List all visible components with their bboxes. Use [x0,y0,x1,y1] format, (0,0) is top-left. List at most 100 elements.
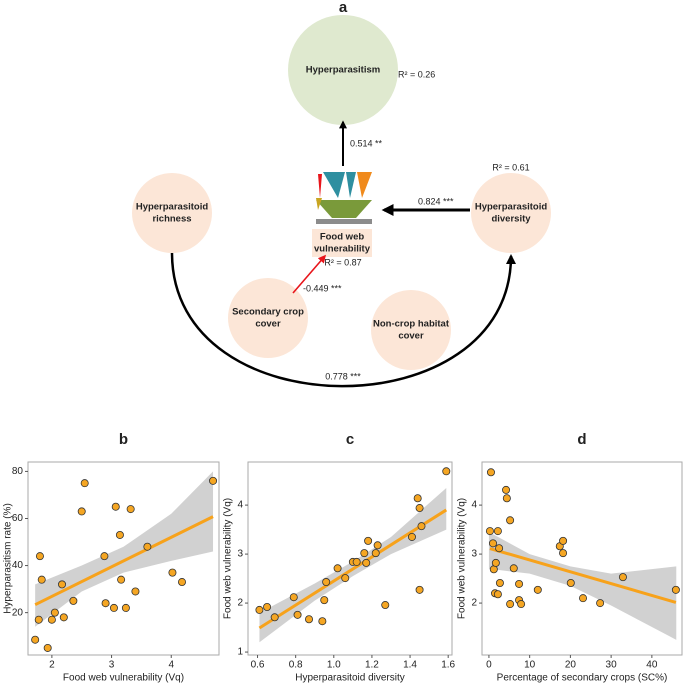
confidence-band [35,471,214,627]
point [333,564,342,573]
point [320,596,329,605]
x-axis-label: Food web vulnerability (Vq) [63,673,184,684]
point [559,549,568,558]
point [126,505,135,514]
x-tick-label: 3 [109,660,115,671]
point [493,590,502,599]
point [34,615,43,624]
node-label: Food web [320,232,365,243]
y-tick-label: 2 [237,598,243,609]
y-tick-label: 2 [471,598,477,609]
point [618,573,627,582]
point [415,585,424,594]
point [101,599,110,608]
food-web-icon [316,172,372,224]
point [69,596,78,605]
point [305,615,314,624]
plot-frame [481,461,683,656]
point [80,479,89,488]
point [59,613,68,622]
point [579,594,588,603]
point [352,557,361,566]
x-tick-label: 30 [606,660,618,671]
node [471,173,551,253]
point [50,608,59,617]
r2-label: R² = 0.26 [398,69,435,79]
point [533,585,542,594]
point [35,552,44,561]
point [502,494,511,503]
point [100,552,109,561]
fit-line [489,547,677,604]
confidence-band [488,532,677,640]
x-axis-label: Percentage of secondary crops (SC%) [497,673,668,684]
point [491,558,500,567]
x-tick-label: 0.8 [289,660,303,671]
point [495,578,504,587]
point [58,580,67,589]
path-label: 0.778 *** [325,371,361,381]
point [506,516,515,525]
point [486,468,495,477]
point [413,494,422,503]
point [341,574,350,583]
point [515,579,524,588]
point [485,527,494,536]
path-label: 0.824 *** [418,196,454,206]
point [596,599,605,608]
node-label: cover [398,331,424,342]
point [255,605,264,614]
x-tick-label: 2 [49,660,55,671]
x-tick-label: 1.2 [365,660,379,671]
point [117,575,126,584]
node-label: Hyperparasitoid [475,202,548,213]
node [371,290,451,370]
x-tick-label: 0.6 [251,660,265,671]
x-tick-label: 20 [565,660,577,671]
point [517,600,526,609]
y-tick-label: 3 [471,549,477,560]
point [77,507,86,516]
point [371,549,380,558]
node [288,15,398,125]
panel-title: a [339,0,348,16]
x-tick-label: 10 [524,660,536,671]
point [131,587,140,596]
y-tick-label: 20 [12,607,24,618]
plot-frame [27,461,220,656]
node-label: Non-crop habitat [373,319,450,330]
point [506,600,515,609]
y-axis-label: Food web vulnerability (Vq) [457,498,468,619]
x-tick-label: 40 [646,660,658,671]
node [228,278,308,358]
r2-label: R² = 0.87 [324,257,361,267]
point [143,542,152,551]
point [43,643,52,652]
point [495,544,504,553]
node-box [312,229,372,257]
point [671,585,680,594]
point [364,536,373,545]
x-tick-label: 1.0 [327,660,341,671]
point [111,502,120,511]
point [415,504,424,513]
path-arrow [292,254,327,294]
path-label: 0.514 ** [350,138,383,148]
point [559,536,568,545]
point [270,613,279,622]
diagram: a Hyperparasitism Hyperparasitoid richne… [132,0,551,388]
y-tick-label: 4 [471,500,477,511]
node-label: cover [255,319,281,330]
panel-title: d [577,431,586,448]
x-tick-label: 4 [168,660,174,671]
point [47,615,56,624]
point [417,522,426,531]
point [362,558,371,567]
point [115,530,124,539]
x-tick-label: 1.4 [403,660,417,671]
node-label: diversity [491,214,531,225]
y-tick-label: 3 [237,549,243,560]
x-tick-label: 1.6 [441,660,455,671]
node-label: richness [152,214,191,225]
